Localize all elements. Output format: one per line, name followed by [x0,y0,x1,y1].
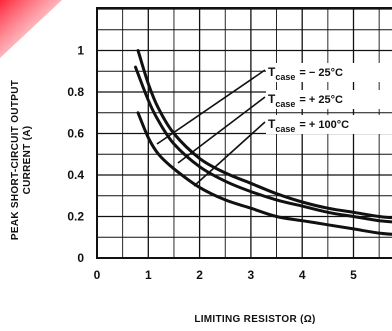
x-tick-label: 2 [196,268,203,282]
x-tick-label: 3 [248,268,255,282]
x-tick-labels: 0 1 2 3 4 5 [94,268,358,282]
x-tick-label: 1 [145,268,152,282]
series-label-3: Tcase = + 100°C [268,117,349,134]
y-tick-label: 0.8 [67,85,84,99]
series-label-1: Tcase = − 25°C [268,65,343,82]
x-tick-label: 0 [94,268,101,282]
corner-decoration [0,0,62,58]
annotation-background [266,90,392,109]
y-tick-label: 0 [77,251,84,265]
y-tick-label: 0.2 [67,210,84,224]
y-tick-label: 0.4 [67,168,84,182]
annotation-background [266,63,392,82]
x-tick-label: 5 [350,268,357,282]
y-tick-label: 1 [77,44,84,58]
x-axis-title: LIMITING RESISTOR (Ω) [194,314,315,325]
series-annotations: Tcase = − 25°C Tcase = + 25°C Tcase = + 100°C [156,63,392,187]
series-line-2 [134,65,392,224]
series-line-3 [136,111,392,236]
y-tick-labels: 0 0.2 0.4 0.6 0.8 1 [67,44,84,266]
series-label-2: Tcase = + 25°C [268,92,343,109]
leader-line-2 [177,96,266,164]
plot-frame [96,7,392,259]
y-tick-label: 0.6 [67,127,84,141]
leader-line-3 [193,121,266,187]
x-tick-label: 4 [299,268,306,282]
y-axis-title-line2: CURRENT (A) [22,126,33,195]
y-axis-title-line1: PEAK SHORT-CIRCUIT OUTPUT [10,80,21,240]
series-line-1 [136,49,392,220]
series-curves [134,49,392,236]
leader-line-1 [156,69,266,145]
annotation-background [266,115,392,134]
